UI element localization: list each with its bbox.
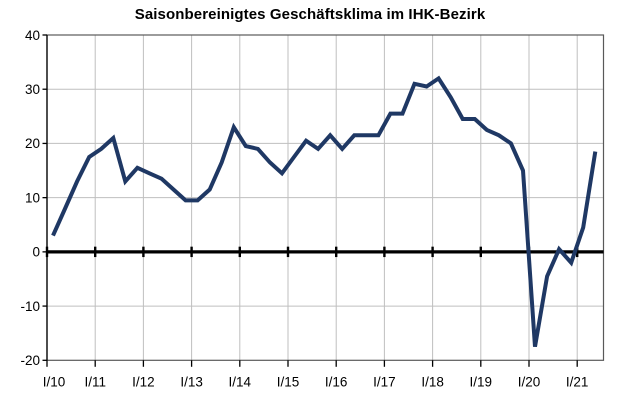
x-tick-label: I/10 <box>43 374 66 389</box>
x-tick-label: I/21 <box>566 374 589 389</box>
y-tick-label: 30 <box>25 82 40 97</box>
data-line-business-climate <box>51 75 598 348</box>
x-tick-label: I/17 <box>373 374 396 389</box>
x-tick-label: I/16 <box>325 374 348 389</box>
y-tick-label: -10 <box>20 299 40 314</box>
y-tick-label: -20 <box>20 353 40 368</box>
x-tick-label: I/19 <box>470 374 493 389</box>
x-tick-label: I/18 <box>421 374 444 389</box>
y-tick-label: 0 <box>32 245 40 260</box>
chart-title: Saisonbereinigtes Geschäftsklima im IHK-… <box>134 6 486 23</box>
x-tick-label: I/11 <box>84 374 106 389</box>
y-tick-label: 40 <box>25 28 40 43</box>
x-tick-label: I/14 <box>229 374 252 389</box>
x-tick-label: I/20 <box>518 374 541 389</box>
x-tick-label: I/13 <box>180 374 203 389</box>
x-tick-label: I/15 <box>277 374 300 389</box>
x-tick-label: I/12 <box>132 374 155 389</box>
y-tick-label: 10 <box>25 190 40 205</box>
y-tick-label: 20 <box>25 136 40 151</box>
